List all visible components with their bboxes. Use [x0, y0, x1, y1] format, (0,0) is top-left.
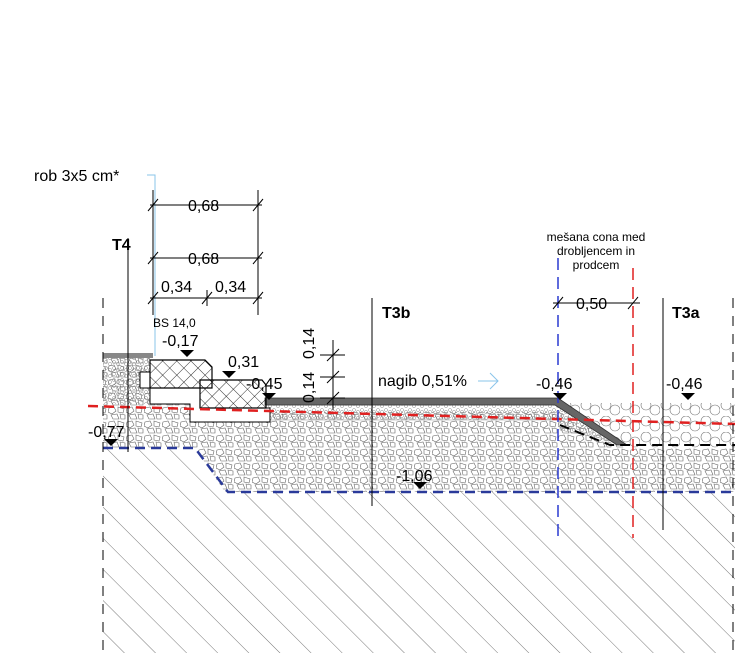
level-label: 0,31: [228, 354, 259, 371]
dimension-label: 0,68: [188, 198, 219, 215]
dimensions: [147, 190, 640, 410]
level-label: -0,77: [88, 424, 125, 441]
round-gravel: [565, 403, 735, 448]
section-label: T4: [112, 237, 131, 254]
level-label: -0,46: [536, 376, 573, 393]
drain-line: [559, 424, 735, 446]
level-label: -0,45: [246, 376, 283, 393]
dimension-label: 0,50: [576, 296, 607, 313]
section-label: T3b: [382, 305, 411, 322]
zone-note: prodcem: [573, 258, 620, 272]
dimension-label: 0,14: [301, 328, 318, 359]
slope-arrow-head: [478, 372, 499, 390]
subsoil: [103, 448, 735, 653]
dimension-label: 0,68: [188, 251, 219, 268]
level-label: -0,17: [162, 333, 199, 350]
zone-note: drobljencem in: [557, 244, 635, 258]
level-markers: [104, 350, 695, 489]
water-line: [87, 404, 736, 426]
slope-label: nagib 0,51%: [378, 373, 467, 390]
dimension-label: 0,14: [301, 372, 318, 403]
edge-note: rob 3x5 cm*: [34, 168, 119, 185]
subgrade-line: [103, 446, 735, 494]
gravel-base: [103, 358, 735, 492]
level-label: -1,06: [396, 468, 433, 485]
zone-note: mešana cona med: [547, 230, 646, 244]
dimension-label: 0,34: [161, 279, 192, 296]
curb-label: BS 14,0: [153, 316, 196, 330]
dimension-label: 0,34: [215, 279, 246, 296]
gravel-top: [103, 358, 150, 404]
section-label: T3a: [672, 305, 700, 322]
level-label: -0,46: [666, 376, 703, 393]
curb-block-1: [149, 359, 213, 389]
